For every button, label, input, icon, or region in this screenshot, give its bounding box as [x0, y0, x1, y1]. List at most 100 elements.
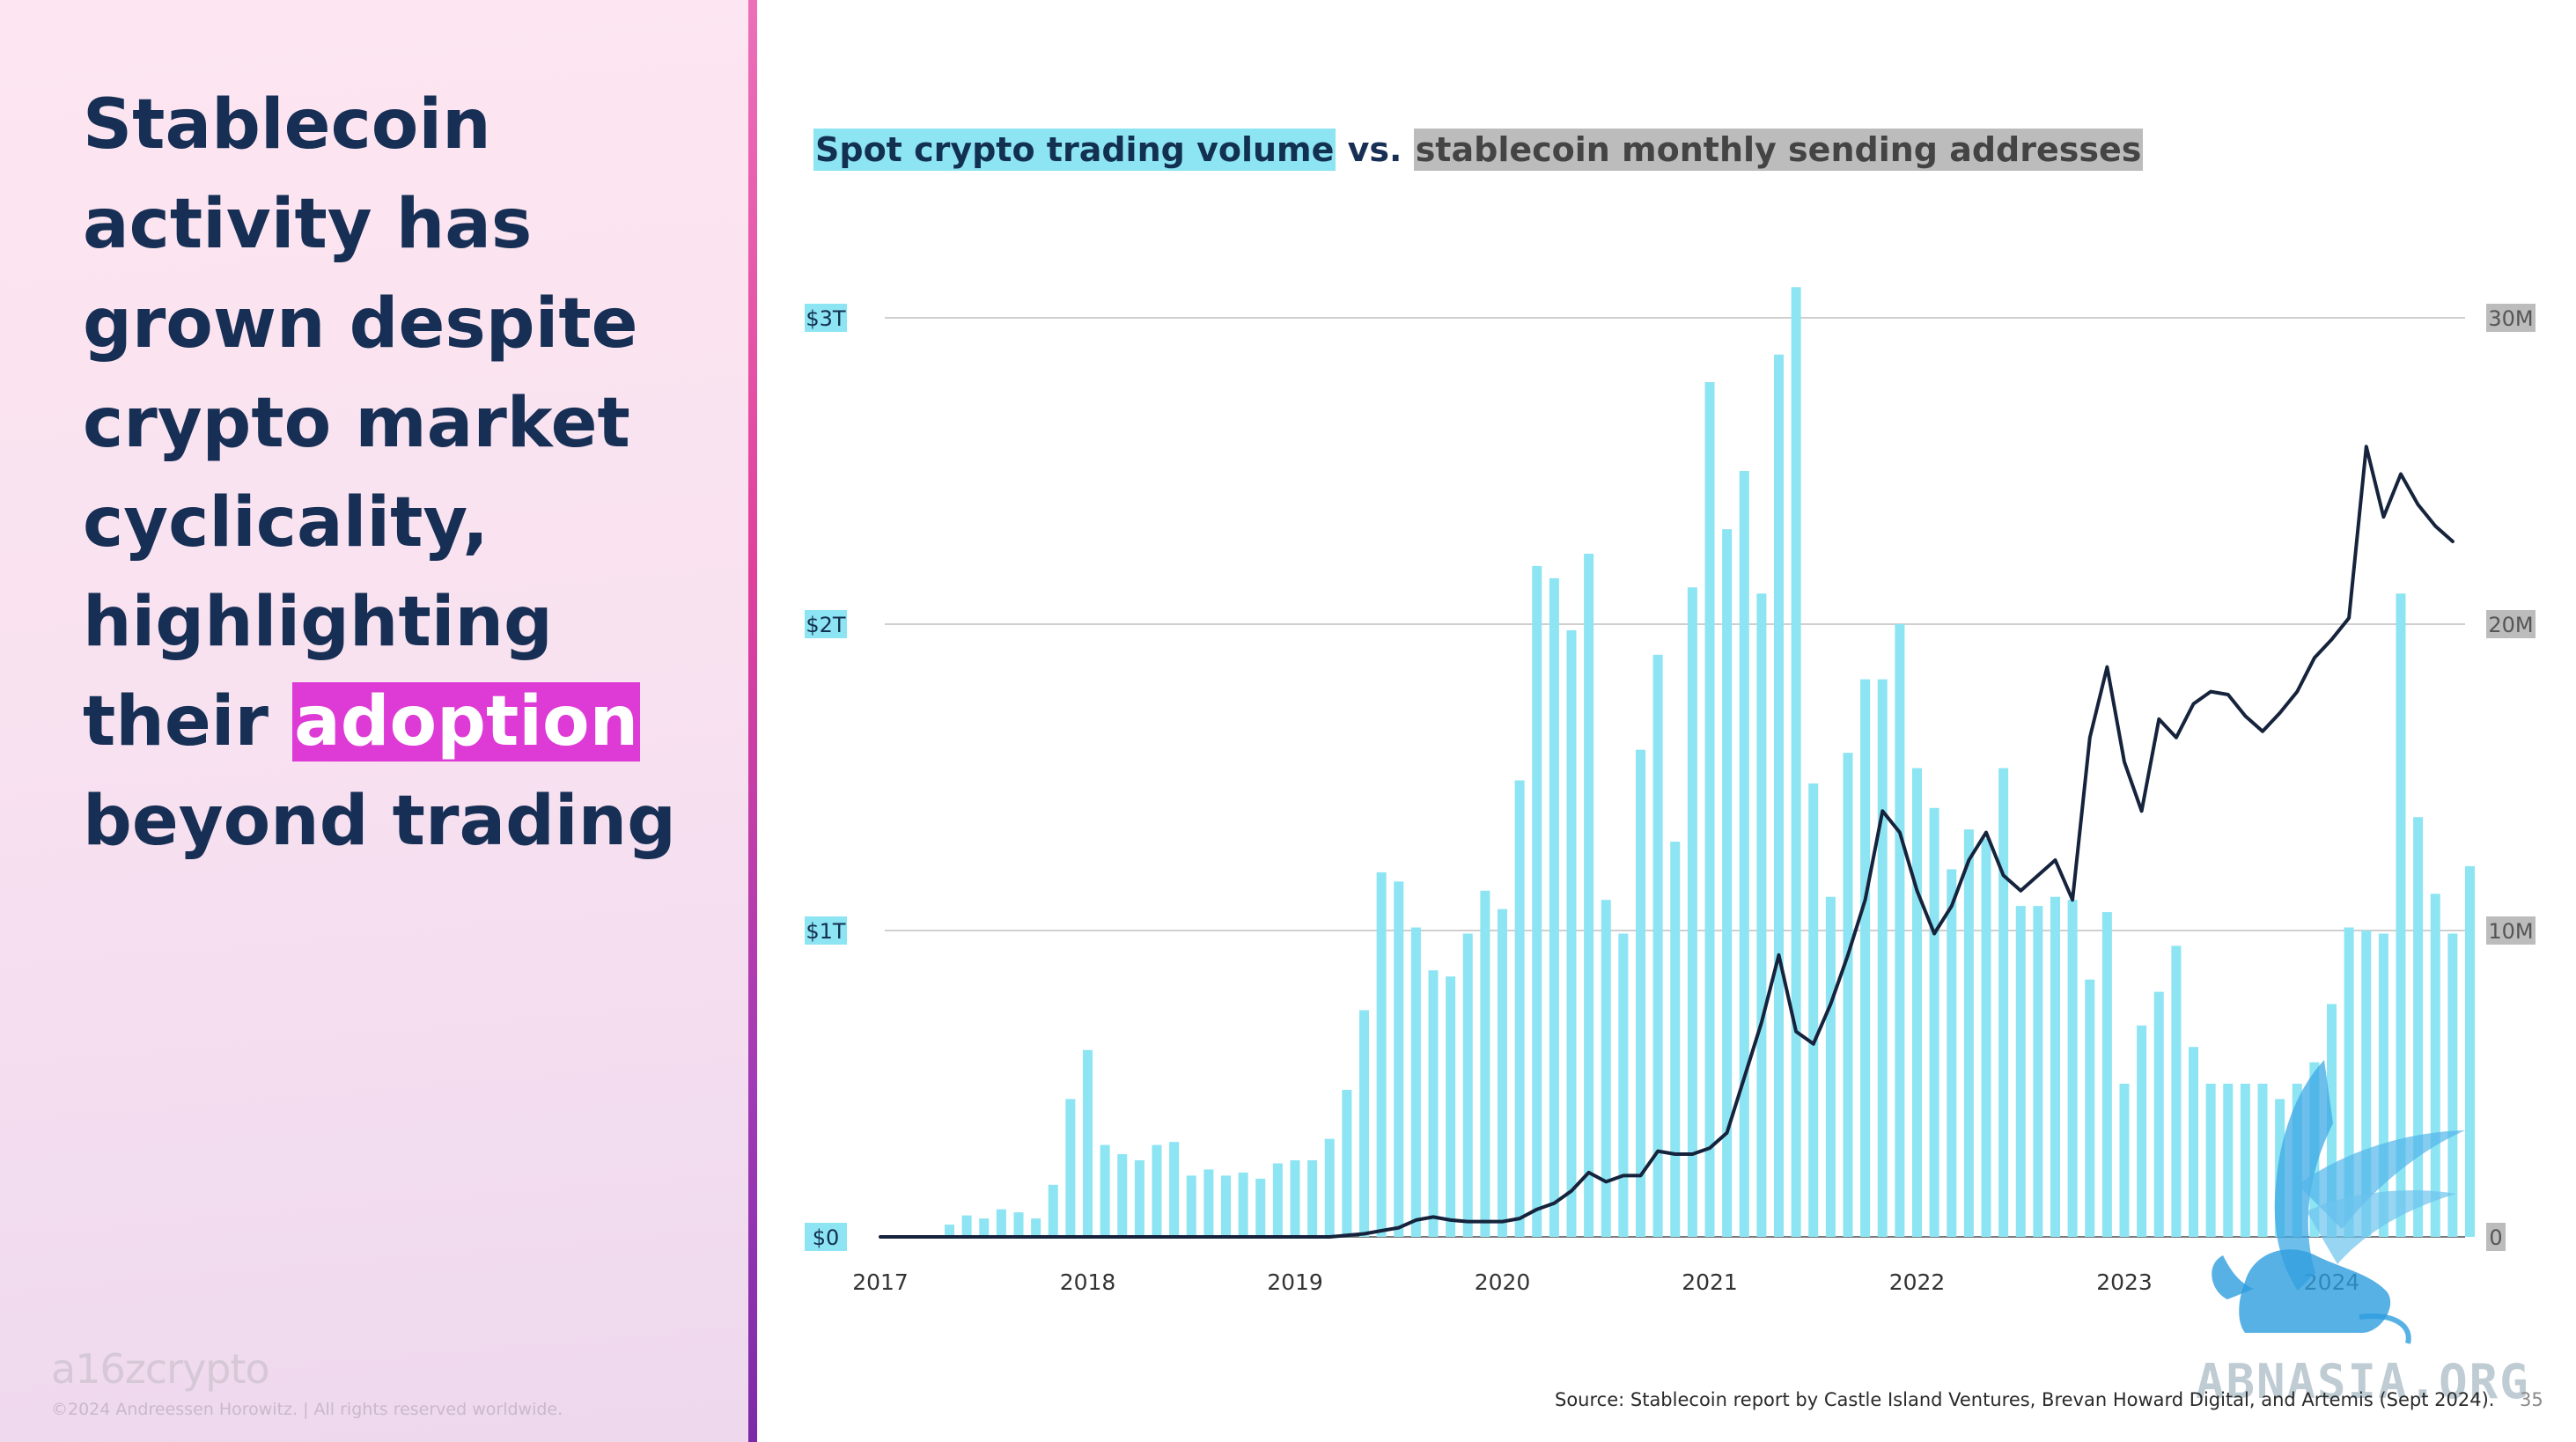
griffin-icon	[2212, 1060, 2465, 1344]
y-right-tick-label: 0	[2489, 1225, 2502, 1250]
volume-bar	[1410, 927, 1421, 1237]
y-left-tick-label: $3T	[806, 306, 846, 331]
volume-bar	[1981, 838, 1991, 1237]
volume-bar	[2378, 933, 2388, 1237]
volume-bar	[1687, 587, 1697, 1237]
volume-bar	[2050, 896, 2060, 1237]
volume-bar	[945, 1225, 954, 1237]
volume-bar	[1307, 1160, 1318, 1237]
page-number: 35	[2520, 1389, 2543, 1410]
volume-bar	[2396, 593, 2406, 1237]
volume-bar	[1498, 909, 1507, 1237]
volume-bar	[2067, 900, 2078, 1237]
x-tick-label: 2017	[852, 1269, 909, 1295]
volume-bar	[1290, 1160, 1300, 1237]
volume-bar	[979, 1218, 990, 1237]
addresses-line	[879, 445, 2455, 1239]
headline-prefix: their	[83, 682, 293, 761]
volume-bar	[1601, 900, 1611, 1237]
volume-bar	[1549, 578, 1559, 1237]
volume-bar	[2361, 931, 2372, 1237]
volume-bar	[2223, 1084, 2234, 1237]
volume-bar	[1774, 354, 1784, 1237]
chart-title-part2: vs.	[1336, 130, 1414, 169]
volume-bar	[2205, 1084, 2216, 1237]
line-series	[879, 445, 2455, 1239]
volume-bar	[1704, 382, 1715, 1238]
y-right-tick-label: 30M	[2488, 306, 2533, 331]
volume-bar	[1895, 624, 1905, 1237]
y-left-tick-label: $2T	[806, 613, 846, 637]
volume-bar	[1825, 896, 1836, 1237]
watermark-text: ABNASIA.ORG	[2196, 1354, 2530, 1409]
volume-bar	[2101, 912, 2112, 1237]
volume-bar	[1134, 1160, 1144, 1237]
volume-bar	[1100, 1144, 1110, 1237]
volume-bar	[2465, 865, 2475, 1237]
volume-bar	[2240, 1084, 2250, 1237]
y-left-tick-label: $1T	[806, 919, 846, 944]
headline-line-5: cyclicality,	[83, 483, 489, 563]
volume-bar	[1117, 1154, 1128, 1237]
headline-line-8: beyond trading	[83, 782, 677, 861]
volume-bar	[2430, 894, 2440, 1237]
volume-bar	[1048, 1184, 1058, 1237]
volume-bar	[2137, 1025, 2147, 1237]
headline-line-7: their adoption	[83, 673, 734, 772]
volume-bar	[1428, 970, 1439, 1237]
volume-bar	[2033, 906, 2043, 1237]
volume-bar	[1739, 471, 1749, 1237]
y-left-label-bg-3	[805, 304, 847, 332]
volume-bar	[1169, 1142, 1180, 1237]
volume-bar	[1376, 872, 1387, 1237]
x-tick-label: 2022	[1889, 1269, 1946, 1295]
volume-bar	[1912, 768, 1922, 1237]
volume-bar	[1514, 780, 1525, 1237]
headline-highlight: adoption	[292, 682, 641, 761]
volume-bar	[1670, 842, 1681, 1237]
volume-bar	[2015, 906, 2026, 1237]
chart-title: Spot crypto trading volume vs. stablecoi…	[813, 129, 2144, 171]
volume-bar	[996, 1209, 1006, 1237]
x-tick-label: 2018	[1060, 1269, 1116, 1295]
volume-bar	[1031, 1218, 1041, 1237]
y-right-tick-label: 10M	[2488, 919, 2533, 944]
volume-bar	[2447, 933, 2458, 1237]
volume-bar	[1756, 593, 1767, 1237]
volume-bar	[1998, 768, 2009, 1237]
volume-bar	[1947, 869, 1957, 1237]
volume-bar	[2257, 1084, 2268, 1237]
volume-bar	[2085, 979, 2095, 1237]
volume-bar	[2153, 991, 2164, 1237]
volume-bar	[1083, 1049, 1093, 1237]
volume-bar	[1652, 654, 1663, 1237]
accent-stripe	[748, 0, 757, 1442]
headline-line-4: crypto market	[83, 384, 630, 463]
volume-bar	[1618, 933, 1629, 1237]
volume-bar	[1221, 1175, 1231, 1237]
copyright-text: ©2024 Andreessen Horowitz. | All rights …	[51, 1400, 563, 1419]
volume-bar	[1636, 749, 1645, 1237]
volume-bar	[961, 1215, 972, 1237]
volume-bar	[1480, 890, 1490, 1237]
brand-logo: a16zcrypto	[51, 1345, 270, 1393]
headline: Stablecoin activity has grown despite cr…	[83, 76, 734, 872]
source-note: Source: Stablecoin report by Castle Isla…	[1555, 1389, 2495, 1410]
volume-bar	[1929, 807, 1939, 1237]
x-tick-label: 2023	[2096, 1269, 2153, 1295]
y-right-label-bg-1	[2486, 916, 2536, 945]
volume-bar	[1238, 1172, 1248, 1237]
volume-bar	[1963, 829, 1974, 1237]
y-left-label-bg-1	[805, 916, 847, 945]
volume-bar	[1013, 1212, 1024, 1237]
volume-bar	[2344, 927, 2354, 1237]
axis-labels: $0 0 $1T 10M $2T 20M $3T 30M 2017 2018 2019 2020 202…	[805, 304, 2536, 1295]
volume-bar	[1808, 783, 1819, 1237]
y-left-tick-label: $0	[813, 1225, 840, 1250]
volume-bar	[1791, 287, 1801, 1238]
x-tick-label: 2021	[1682, 1269, 1738, 1295]
volume-bar	[1566, 629, 1577, 1237]
headline-line-3: grown despite	[83, 284, 638, 364]
y-left-label-bg-2	[805, 610, 847, 638]
